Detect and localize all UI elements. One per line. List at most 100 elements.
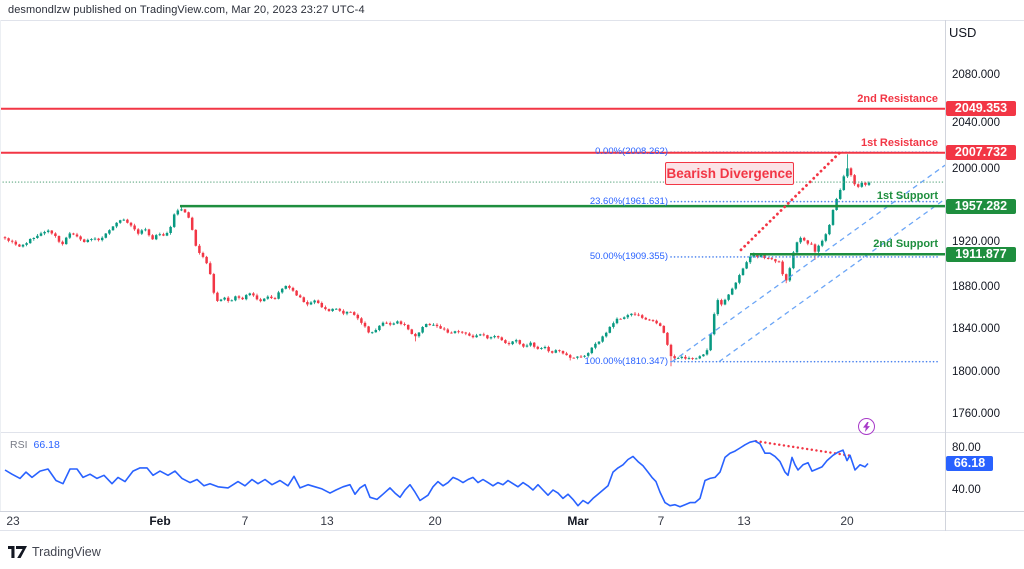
candle-body — [637, 314, 640, 316]
candle-body — [165, 233, 169, 236]
candle-body — [414, 333, 417, 337]
candle-body — [795, 242, 799, 253]
candle-body — [378, 325, 381, 331]
candle-body — [644, 317, 648, 320]
lightning-bolt-glyph — [863, 421, 870, 432]
candle-body — [860, 182, 864, 187]
candle-body — [748, 256, 752, 263]
candle-body — [277, 292, 280, 299]
candle-body — [709, 334, 712, 351]
candle-body — [104, 233, 108, 238]
1st-resistance-label: 1st Resistance — [860, 136, 938, 149]
candle-body — [846, 168, 849, 177]
price-axis-border — [945, 20, 946, 531]
candle-body — [255, 295, 259, 300]
candle-body — [136, 229, 140, 234]
candle-body — [702, 354, 705, 357]
candle-body — [417, 332, 421, 337]
candle-body — [302, 297, 306, 303]
candle-body — [738, 275, 741, 283]
candle-body — [381, 322, 385, 326]
candle-body — [576, 356, 579, 358]
candle-body — [68, 233, 72, 238]
candle-body — [403, 323, 406, 325]
lightning-icon[interactable] — [858, 418, 875, 435]
candle-body — [788, 268, 792, 281]
candle-body — [727, 294, 730, 300]
candle-body — [194, 229, 198, 246]
candle-body — [464, 332, 468, 334]
candle-body — [565, 353, 568, 356]
candle-body — [723, 299, 727, 305]
publish-attribution-text: desmondlzw published on TradingView.com,… — [8, 4, 365, 16]
rsi-indicator-legend[interactable]: RSI 66.18 — [10, 439, 60, 451]
candle-body — [162, 234, 165, 236]
candle-body — [273, 298, 277, 299]
trend-channel-line — [671, 164, 946, 363]
fib-label-2: 50.00%(1909.355) — [589, 250, 668, 262]
candle-body — [680, 356, 684, 358]
fib-label-0: 0.00%(2008.262) — [595, 146, 668, 158]
candle-body — [219, 299, 223, 301]
bearish-divergence-text: Bearish Divergence — [666, 166, 793, 181]
trend-channel-line — [718, 198, 946, 363]
candle-body — [698, 356, 702, 359]
date-axis-top-border — [0, 511, 1024, 512]
candle-body — [129, 222, 133, 226]
candle-body — [370, 332, 374, 334]
candle-body — [190, 217, 194, 230]
candle-body — [100, 237, 104, 241]
candle-body — [367, 326, 370, 333]
candle-body — [694, 358, 698, 360]
date-label-7-2: 7 — [241, 514, 249, 528]
candle-body — [266, 296, 270, 299]
candle-body — [500, 337, 504, 341]
date-label-Feb-1: Feb — [149, 514, 171, 528]
candle-body — [561, 351, 565, 354]
candle-body — [223, 297, 226, 300]
price-tick-1880.000: 1880.000 — [952, 280, 1000, 293]
candle-body — [421, 326, 424, 333]
candle-body — [507, 343, 511, 345]
candle-body — [554, 350, 558, 353]
candle-body — [824, 234, 828, 241]
candle-body — [759, 255, 763, 257]
candle-body — [327, 309, 331, 312]
candle-body — [770, 258, 774, 260]
price-tick-1760.000: 1760.000 — [952, 407, 1000, 420]
candle-body — [568, 355, 572, 358]
candle-body — [673, 356, 676, 359]
candle-body — [687, 358, 691, 360]
candle-body — [230, 300, 234, 302]
candle-body — [291, 287, 295, 291]
currency-label: USD — [949, 25, 977, 40]
candle-body — [280, 288, 284, 293]
candle-body — [856, 184, 860, 187]
candle-body — [93, 238, 97, 240]
candle-body — [10, 240, 14, 242]
candle-body — [399, 321, 403, 324]
candle-body — [111, 226, 115, 231]
candle-body — [7, 238, 10, 241]
pane-divider[interactable] — [0, 432, 1024, 433]
candle-body — [601, 336, 604, 342]
candle-body — [75, 234, 79, 237]
date-label-20-8: 20 — [840, 514, 854, 528]
badge-1st-support: 1957.282 — [946, 198, 1016, 214]
candle-body — [316, 300, 320, 303]
candle-body — [828, 224, 831, 235]
date-label-Mar-5: Mar — [567, 514, 589, 528]
2nd-support-label: 2nd Support — [873, 238, 938, 251]
date-axis-bottom-border — [0, 530, 1024, 531]
tradingview-attribution[interactable]: TradingView — [8, 545, 101, 559]
candle-body — [781, 261, 784, 275]
candle-body — [450, 332, 453, 334]
candle-body — [252, 293, 255, 296]
candle-body — [792, 252, 795, 269]
candle-body — [288, 285, 291, 288]
candle-body — [25, 243, 28, 245]
rsi-line — [4, 440, 869, 508]
candle-body — [183, 209, 187, 213]
candle-body — [50, 230, 54, 234]
